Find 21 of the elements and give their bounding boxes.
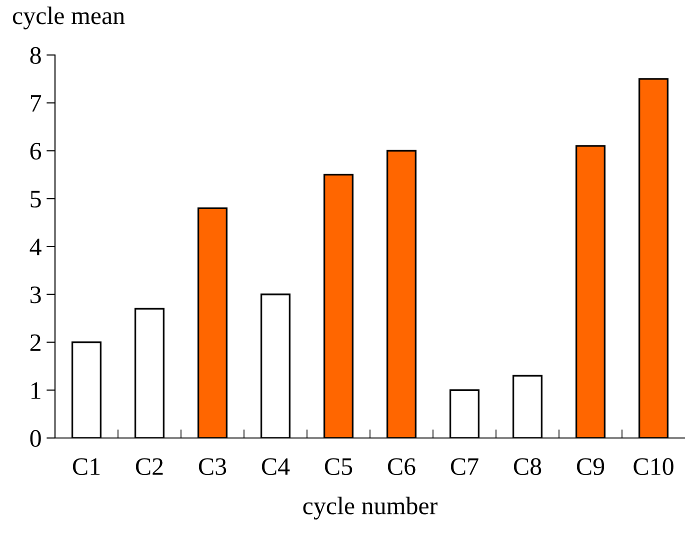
x-tick-label: C3 bbox=[198, 458, 226, 476]
y-tick-label: 5 bbox=[30, 190, 41, 208]
x-tick-label: C6 bbox=[388, 458, 416, 476]
x-tick-label: C8 bbox=[514, 458, 542, 476]
x-tick-label: C7 bbox=[450, 458, 478, 476]
y-tick-label: 4 bbox=[30, 238, 42, 256]
x-tick-label: C5 bbox=[324, 458, 352, 476]
y-tick-label: 7 bbox=[30, 95, 42, 112]
y-tick-label: 8 bbox=[30, 47, 41, 64]
y-tick-label: 6 bbox=[30, 142, 42, 160]
y-tick-label: 2 bbox=[30, 334, 40, 351]
x-axis-title: cycle number bbox=[303, 496, 438, 520]
x-tick-label: C9 bbox=[576, 458, 604, 476]
x-tick-label: C2 bbox=[136, 458, 163, 476]
y-tick-label: 1 bbox=[32, 382, 40, 399]
x-tick-label: C1 bbox=[72, 458, 100, 476]
x-tick-label: C4 bbox=[262, 458, 290, 476]
y-axis-title: cycle mean bbox=[12, 6, 125, 30]
x-tick-label: C10 bbox=[634, 458, 674, 476]
y-tick-label: 0 bbox=[30, 430, 41, 447]
y-tick-label: 3 bbox=[30, 286, 41, 304]
